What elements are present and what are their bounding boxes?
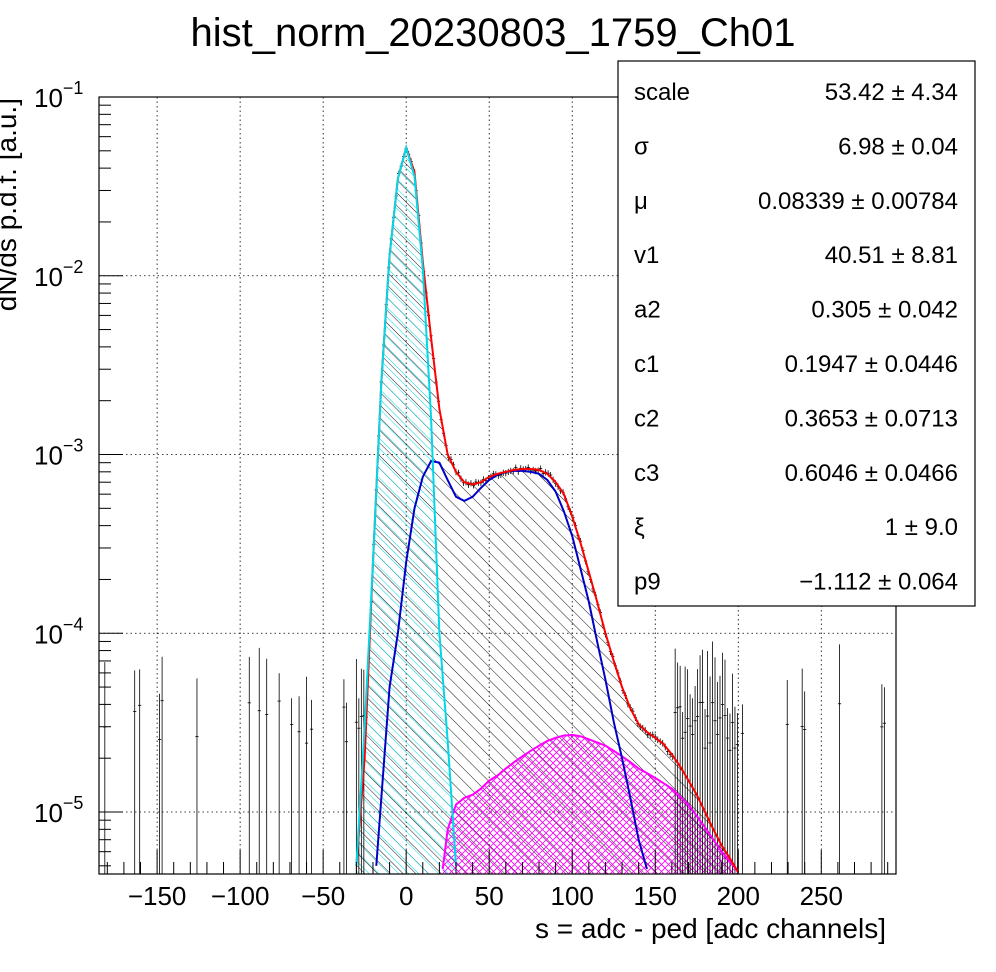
stats-param-value: 0.08339 ± 0.00784	[758, 188, 958, 215]
stats-param-name: scale	[634, 79, 690, 106]
stats-param-name: c2	[634, 405, 659, 432]
y-axis-title: dN/ds p.d.f. [a.u.]	[0, 98, 22, 311]
two-photoelectron-curve	[441, 733, 740, 873]
stats-param-name: ξ	[634, 514, 645, 541]
axis-ticks	[99, 96, 889, 874]
stats-param-name: c3	[634, 460, 659, 487]
stats-param-name: a2	[634, 297, 661, 324]
stats-box-frame	[617, 60, 976, 607]
chart-title: hist_norm_20230803_1759_Ch01	[191, 11, 796, 55]
y-tick-label: 10−5	[34, 793, 83, 828]
x-tick-label: 200	[717, 881, 760, 911]
y-tick-label: 10−3	[34, 436, 83, 471]
stats-param-value: 6.98 ± 0.04	[838, 133, 958, 160]
stats-param-value: 1 ± 9.0	[885, 514, 958, 541]
pedestal-hatched-area	[356, 147, 456, 874]
stats-param-value: 0.6046 ± 0.0466	[785, 460, 958, 487]
total-hatched-area	[356, 147, 739, 874]
stats-param-name: p9	[634, 569, 661, 596]
x-tick-label: −50	[301, 881, 345, 911]
fit-stats-box: scale 53.42 ± 4.34 σ 6.98 ± 0.04 μ 0.08339 ± …	[617, 60, 976, 607]
stats-param-value: 53.42 ± 4.34	[825, 79, 958, 106]
x-tick-label: 0	[399, 881, 413, 911]
x-tick-label: 150	[634, 881, 677, 911]
stats-param-name: v1	[634, 242, 659, 269]
pedestal-gaussian-curve	[355, 144, 457, 866]
y-tick-labels: 10−5 10−4 10−3 10−2 10−1	[34, 78, 83, 828]
x-tick-label: 100	[551, 881, 594, 911]
stats-param-value: 0.1947 ± 0.0446	[785, 351, 958, 378]
fill-areas	[356, 147, 739, 874]
y-tick-label: 10−1	[34, 78, 83, 113]
stats-param-value: 40.51 ± 8.81	[825, 242, 958, 269]
y-tick-label: 10−2	[34, 257, 83, 292]
stats-param-name: σ	[634, 133, 649, 160]
x-tick-label: −150	[128, 881, 187, 911]
x-tick-label: −100	[211, 881, 270, 911]
x-tick-labels: −150 −100 −50 0 50 100 150 200 250	[128, 881, 843, 911]
x-axis-title: s = adc - ped [adc channels]	[535, 913, 886, 944]
stats-param-value: −1.112 ± 0.064	[799, 569, 958, 596]
two-pe-hatched-area	[442, 734, 739, 874]
x-tick-label: 250	[800, 881, 843, 911]
stats-param-name: c1	[634, 351, 659, 378]
fit-curves	[355, 144, 740, 873]
stats-param-value: 0.305 ± 0.042	[811, 297, 958, 324]
x-tick-label: 50	[475, 881, 504, 911]
y-tick-label: 10−4	[34, 614, 83, 649]
stats-param-value: 0.3653 ± 0.0713	[785, 405, 958, 432]
stats-param-name: μ	[634, 188, 648, 215]
